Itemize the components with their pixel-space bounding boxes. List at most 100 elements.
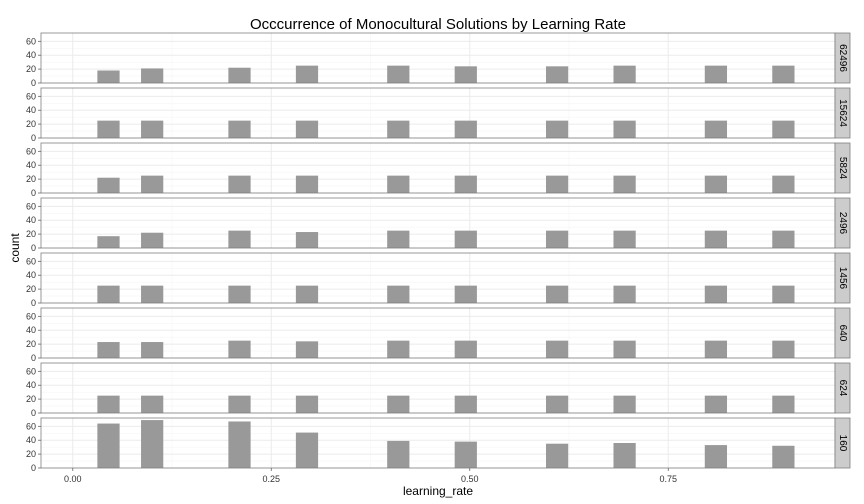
y-tick-label: 60 bbox=[26, 311, 36, 321]
bar bbox=[387, 395, 410, 413]
bar bbox=[141, 232, 164, 248]
bar bbox=[454, 120, 477, 138]
bar bbox=[387, 65, 410, 83]
bar bbox=[228, 230, 251, 248]
x-tick-label: 0.25 bbox=[262, 474, 280, 484]
bar bbox=[387, 120, 410, 138]
facet-strip bbox=[834, 142, 851, 194]
facet-panel-5824: 0 20 40 60 5824 bbox=[26, 142, 851, 198]
bar bbox=[613, 120, 636, 138]
bar bbox=[97, 285, 120, 303]
bar bbox=[704, 175, 728, 193]
y-tick-label: 0 bbox=[31, 133, 36, 143]
facet-panel-1456: 0 20 40 60 1456 bbox=[26, 252, 851, 308]
y-tick-label: 0 bbox=[31, 298, 36, 308]
facet-strip-label: 624 bbox=[837, 380, 848, 397]
facet-panel-2496: 0 20 40 60 2496 bbox=[26, 197, 851, 253]
facet-strip-label: 1456 bbox=[837, 267, 848, 290]
bar bbox=[613, 230, 636, 248]
bar bbox=[704, 230, 728, 248]
y-tick-label: 40 bbox=[26, 325, 36, 335]
facet-strip bbox=[834, 197, 851, 249]
bar bbox=[141, 342, 164, 358]
bar bbox=[387, 175, 410, 193]
x-axis-title: learning_rate bbox=[403, 484, 473, 498]
y-tick-label: 60 bbox=[26, 366, 36, 376]
facet-strip bbox=[834, 362, 851, 414]
facet-panel-62496: 0 20 40 60 62496 bbox=[26, 32, 851, 88]
bar bbox=[613, 395, 636, 413]
y-axis-title: count bbox=[8, 233, 22, 263]
facet-panel-640: 0 20 40 60 640 bbox=[26, 307, 851, 363]
bar bbox=[454, 340, 477, 358]
y-tick-label: 0 bbox=[31, 353, 36, 363]
bar bbox=[545, 230, 569, 248]
bar bbox=[613, 65, 636, 83]
y-tick-label: 40 bbox=[26, 380, 36, 390]
bar bbox=[228, 395, 251, 413]
y-tick-label: 40 bbox=[26, 435, 36, 445]
chart-title: Occcurrence of Monocultural Solutions by… bbox=[250, 16, 626, 33]
bar bbox=[141, 175, 164, 193]
bar bbox=[454, 285, 477, 303]
bar bbox=[772, 120, 795, 138]
bar bbox=[295, 175, 319, 193]
bar bbox=[97, 395, 120, 413]
facet-strip-label: 62496 bbox=[837, 44, 848, 72]
facet-strip bbox=[834, 32, 851, 84]
x-tick-label: 0.75 bbox=[659, 474, 677, 484]
bar bbox=[97, 342, 120, 358]
bar bbox=[228, 67, 251, 83]
bar bbox=[97, 423, 120, 468]
bar bbox=[772, 65, 795, 83]
bar bbox=[97, 177, 120, 193]
bar bbox=[228, 120, 251, 138]
y-tick-label: 0 bbox=[31, 188, 36, 198]
bar bbox=[228, 421, 251, 468]
bar bbox=[613, 340, 636, 358]
y-tick-label: 20 bbox=[26, 174, 36, 184]
bar bbox=[97, 236, 120, 248]
facet-strip-label: 160 bbox=[837, 435, 848, 452]
y-tick-label: 40 bbox=[26, 270, 36, 280]
bar bbox=[545, 66, 569, 83]
facet-strip bbox=[834, 307, 851, 359]
facet-strip-label: 5824 bbox=[837, 157, 848, 180]
bar bbox=[772, 340, 795, 358]
bar bbox=[97, 70, 120, 83]
y-tick-label: 0 bbox=[31, 463, 36, 473]
y-tick-label: 40 bbox=[26, 50, 36, 60]
bar bbox=[704, 340, 728, 358]
bar bbox=[387, 230, 410, 248]
bar bbox=[295, 395, 319, 413]
facet-panel-624: 0 20 40 60 624 bbox=[26, 362, 851, 418]
bar bbox=[228, 285, 251, 303]
facet-strip-label: 640 bbox=[837, 325, 848, 342]
y-tick-label: 40 bbox=[26, 105, 36, 115]
y-tick-label: 0 bbox=[31, 243, 36, 253]
bar bbox=[704, 120, 728, 138]
bar bbox=[704, 395, 728, 413]
bar bbox=[295, 232, 319, 248]
bar bbox=[454, 175, 477, 193]
bar bbox=[772, 285, 795, 303]
bar bbox=[141, 285, 164, 303]
x-tick-label: 0.50 bbox=[461, 474, 479, 484]
y-tick-label: 20 bbox=[26, 449, 36, 459]
facet-panel-160: 0 20 40 60 160 bbox=[26, 417, 851, 473]
y-tick-label: 20 bbox=[26, 394, 36, 404]
bar bbox=[545, 285, 569, 303]
bar bbox=[613, 285, 636, 303]
bar bbox=[141, 68, 164, 83]
y-tick-label: 20 bbox=[26, 64, 36, 74]
x-tick-label: 0.00 bbox=[64, 474, 82, 484]
bar bbox=[141, 395, 164, 413]
y-tick-label: 60 bbox=[26, 146, 36, 156]
bar bbox=[454, 395, 477, 413]
y-tick-label: 60 bbox=[26, 91, 36, 101]
y-tick-label: 60 bbox=[26, 36, 36, 46]
y-tick-label: 20 bbox=[26, 284, 36, 294]
bar bbox=[295, 285, 319, 303]
bar bbox=[295, 65, 319, 83]
